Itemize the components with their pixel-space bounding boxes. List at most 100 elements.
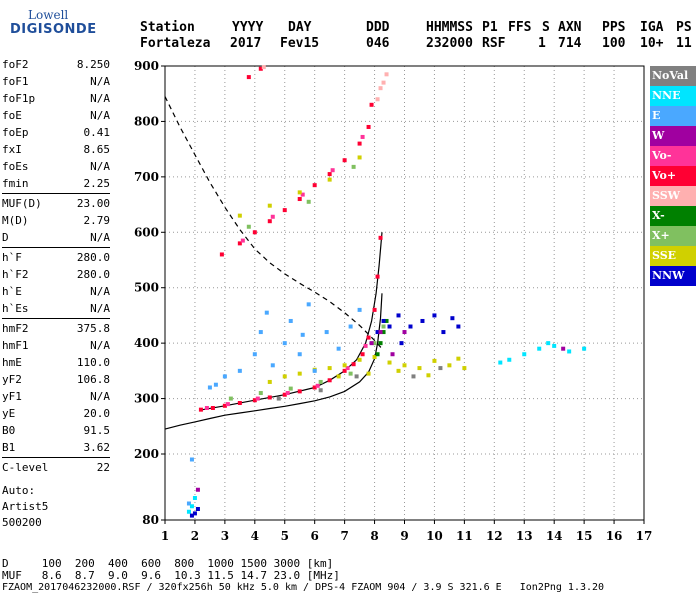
x-tick-label: 13 — [516, 529, 533, 543]
legend-item-ssw: SSW — [650, 186, 696, 206]
muf-row-value: 23.0 — [273, 569, 307, 582]
data-point — [258, 391, 263, 396]
scaled-parameters-panel: foF2 8.250 foF1 N/A foF1p N/A foE N/A foEp 0.41 fx… — [2, 56, 110, 476]
data-point — [357, 155, 362, 160]
data-point — [270, 363, 275, 368]
data-point — [378, 330, 383, 335]
header-label-pps: PPS — [602, 20, 626, 35]
param-value: N/A — [90, 92, 110, 105]
header-value-ddd: 046 — [366, 36, 390, 51]
data-point — [237, 213, 242, 218]
param-value: 375.8 — [76, 322, 110, 335]
param-row: MUF(D) 23.00 — [2, 195, 110, 212]
data-point — [387, 324, 392, 329]
x-tick-label: 8 — [370, 529, 378, 543]
distance-row-value: 3000 — [273, 557, 307, 570]
data-point — [213, 382, 218, 387]
legend-item-noval: NoVal — [650, 66, 696, 86]
param-value: 23.00 — [76, 197, 110, 210]
param-row: M(D) 2.79 — [2, 212, 110, 229]
x-tick-label: 5 — [281, 529, 289, 543]
data-point — [297, 190, 302, 195]
data-point — [270, 214, 275, 219]
data-point — [222, 374, 227, 379]
data-point — [288, 386, 293, 391]
data-point — [372, 355, 377, 359]
data-point — [369, 102, 374, 107]
data-point — [561, 346, 566, 351]
data-point — [192, 496, 197, 500]
data-point — [546, 341, 551, 346]
data-point — [366, 371, 371, 376]
data-point — [387, 360, 392, 365]
data-point — [384, 72, 389, 77]
x-tick-label: 17 — [636, 529, 653, 543]
data-point — [282, 392, 287, 397]
param-row: fxI 8.65 — [2, 141, 110, 158]
data-point — [327, 378, 332, 383]
param-name: yE — [2, 407, 16, 420]
param-row: yE 20.0 — [2, 405, 110, 422]
data-point — [360, 134, 365, 139]
data-point — [552, 343, 557, 348]
chart-curves — [164, 96, 383, 430]
data-point — [417, 366, 422, 371]
data-point — [318, 388, 323, 393]
y-tick-label: 400 — [134, 336, 159, 350]
param-value: 22 — [96, 461, 110, 474]
data-point — [312, 368, 317, 373]
muf-row-unit: [MHz] — [306, 569, 340, 582]
param-value: 0.41 — [83, 126, 111, 139]
data-point — [261, 65, 266, 70]
param-name: h`F — [2, 251, 22, 264]
data-point — [189, 504, 194, 509]
y-tick-label: 300 — [134, 392, 159, 406]
data-point — [390, 352, 395, 357]
auto-label: Auto: — [2, 484, 36, 497]
data-point — [189, 457, 194, 462]
y-axis-ticks: 80 200 300 400 500 600 700 800 900 — [134, 59, 165, 527]
data-point — [378, 235, 383, 240]
data-point — [438, 366, 443, 371]
muf-row-value: 14.7 — [240, 569, 274, 582]
data-point — [498, 360, 503, 365]
data-point — [336, 346, 341, 351]
header-value-p1: RSF — [482, 36, 506, 51]
data-point — [198, 407, 203, 412]
data-point — [351, 164, 356, 169]
param-value: 280.0 — [76, 251, 110, 264]
param-value: N/A — [90, 160, 110, 173]
param-name: h`Es — [2, 302, 29, 315]
data-point — [432, 313, 437, 318]
data-point — [342, 363, 347, 368]
distance-row: D 100 200 400 600 800 1000 1500 3000 [km… — [2, 558, 604, 570]
header-value-ps: 11 — [676, 36, 692, 51]
data-point — [327, 177, 332, 182]
param-row: yF2 106.8 — [2, 371, 110, 388]
param-name: h`F2 — [2, 268, 29, 281]
data-point — [237, 241, 242, 246]
header-label-iga: IGA — [640, 20, 664, 35]
data-point — [186, 509, 191, 514]
x-tick-label: 4 — [251, 529, 259, 543]
param-name: hmF2 — [2, 322, 29, 335]
legend-item-x-: X+ — [650, 226, 696, 246]
dashed-curve — [164, 96, 383, 350]
data-point — [369, 341, 374, 346]
param-row: hmE 110.0 — [2, 354, 110, 371]
param-row: h`Es N/A — [2, 300, 110, 317]
legend-item-sse: SSE — [650, 246, 696, 266]
data-point — [426, 373, 431, 378]
param-value: 3.62 — [83, 441, 111, 454]
legend-item-nnw: NNW — [650, 266, 696, 286]
param-name: foEp — [2, 126, 29, 139]
footer: D 100 200 400 600 800 1000 1500 3000 [km… — [2, 558, 604, 594]
y-tick-label: 80 — [142, 513, 159, 527]
data-point — [363, 343, 368, 348]
param-value: N/A — [90, 231, 110, 244]
series-ssw — [261, 65, 389, 102]
param-value: 8.65 — [83, 143, 111, 156]
x-tick-label: 11 — [456, 529, 473, 543]
data-point — [375, 330, 380, 335]
autoscaling-info: Auto: Artist5 500200 — [2, 483, 48, 531]
